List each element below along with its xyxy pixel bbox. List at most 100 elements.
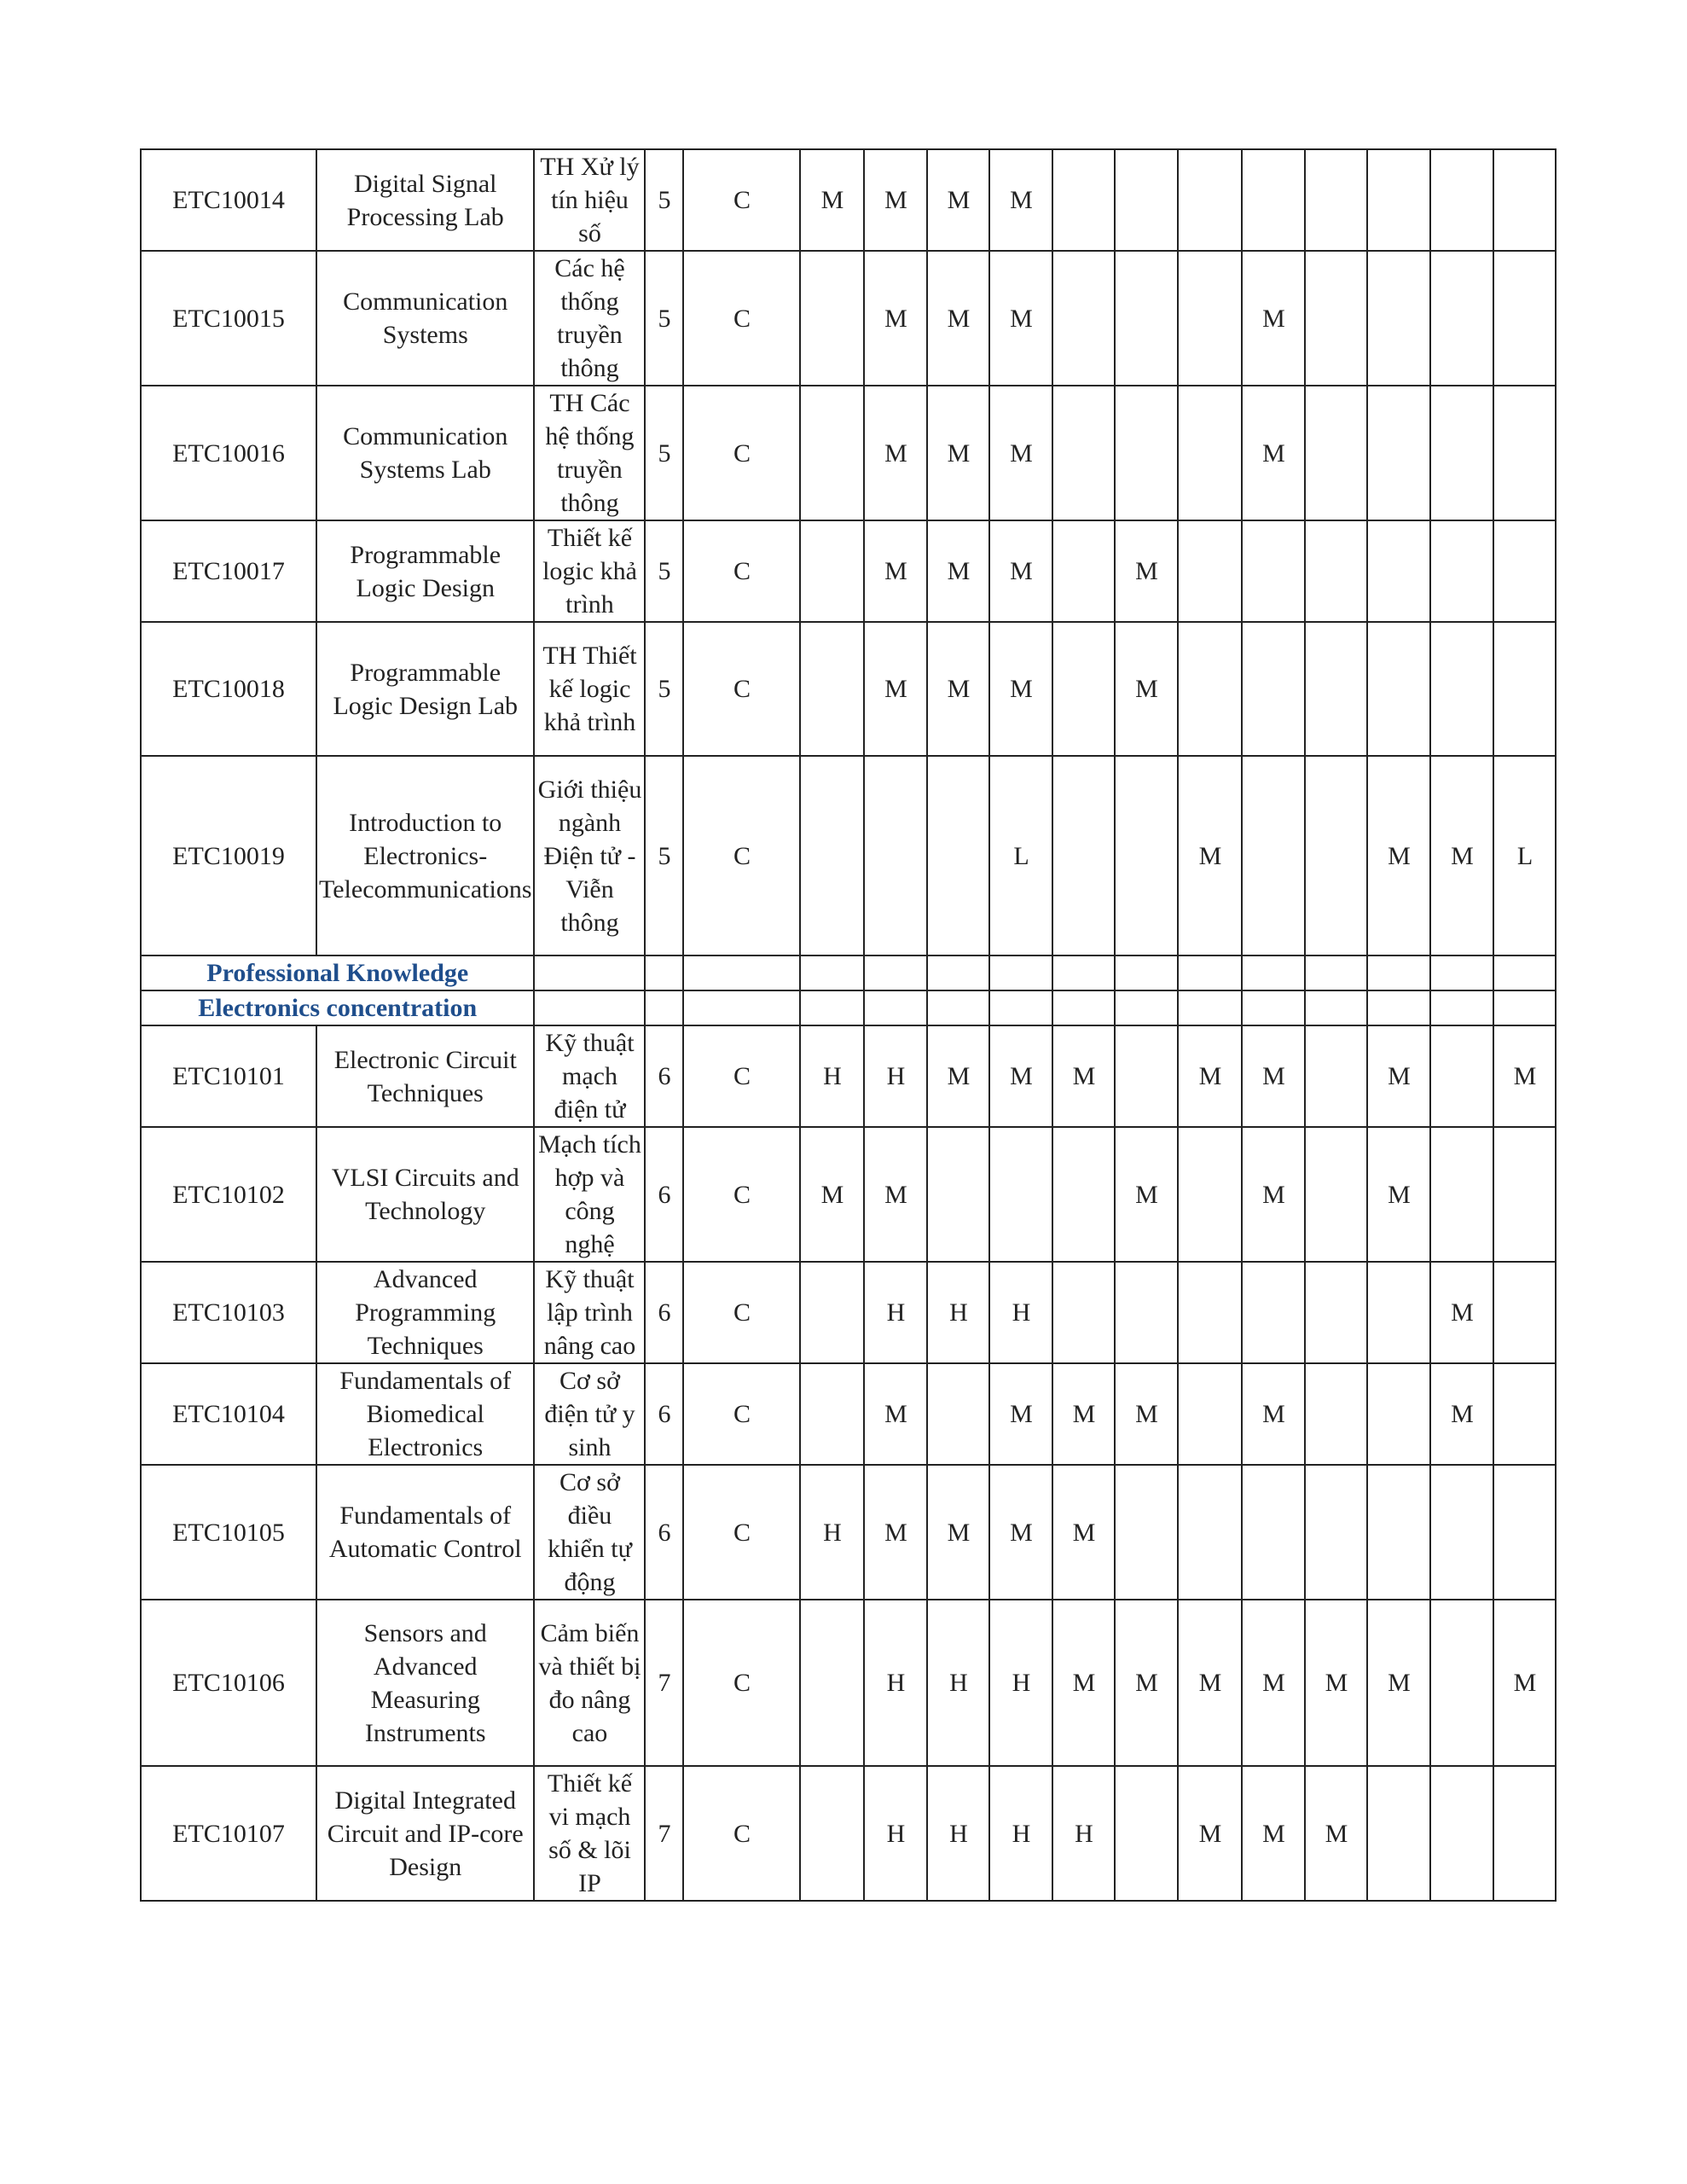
- outcome-level-11: [1429, 621, 1495, 757]
- outcome-level-5: M: [1052, 1599, 1116, 1767]
- empty-cell: [1114, 955, 1180, 991]
- outcome-level-3: H: [926, 1261, 991, 1364]
- outcome-level-4: M: [988, 621, 1054, 757]
- empty-cell: [926, 955, 991, 991]
- outcome-level-11: [1429, 1464, 1495, 1600]
- outcome-level-9: [1304, 1025, 1369, 1128]
- outcome-level-11: [1429, 1126, 1495, 1263]
- empty-cell: [1052, 955, 1116, 991]
- outcome-level-4: [988, 1126, 1054, 1263]
- outcome-level-4: M: [988, 250, 1054, 386]
- outcome-level-2: M: [863, 148, 929, 252]
- course-code: ETC10106: [140, 1599, 317, 1767]
- outcome-level-8: M: [1241, 1362, 1307, 1466]
- outcome-level-11: [1429, 250, 1495, 386]
- empty-cell: [799, 955, 866, 991]
- semester: 7: [644, 1599, 685, 1767]
- course-category: C: [682, 385, 802, 521]
- section-heading: Electronics concentration: [139, 990, 536, 1026]
- outcome-level-3: [926, 1126, 991, 1263]
- outcome-level-10: M: [1366, 1126, 1432, 1263]
- outcome-level-6: M: [1114, 1362, 1180, 1466]
- outcome-level-3: H: [926, 1599, 991, 1767]
- course-category: C: [682, 1765, 802, 1902]
- outcome-level-9: [1304, 621, 1369, 757]
- outcome-level-9: [1304, 1126, 1369, 1263]
- outcome-level-12: [1493, 520, 1557, 623]
- outcome-level-6: [1114, 250, 1180, 386]
- outcome-level-1: H: [799, 1025, 866, 1128]
- empty-cell: [1366, 990, 1432, 1026]
- empty-cell: [988, 955, 1054, 991]
- outcome-level-1: [799, 1765, 866, 1902]
- outcome-level-4: M: [988, 1362, 1054, 1466]
- outcome-level-1: [799, 1362, 866, 1466]
- outcome-level-9: [1304, 1464, 1369, 1600]
- outcome-level-7: [1177, 621, 1244, 757]
- outcome-level-12: [1493, 621, 1557, 757]
- course-outcome-matrix-table: ETC10014 Digital Signal Processing Lab TH …: [139, 148, 1557, 1902]
- outcome-level-6: [1114, 755, 1180, 956]
- course-category: C: [682, 1126, 802, 1263]
- course-category: C: [682, 1025, 802, 1128]
- outcome-level-9: [1304, 250, 1369, 386]
- outcome-level-3: M: [926, 1025, 991, 1128]
- table-row: ETC10105 Fundamentals of Automatic Contro…: [140, 1464, 1557, 1600]
- outcome-level-5: M: [1052, 1464, 1116, 1600]
- semester: 5: [644, 148, 685, 252]
- outcome-level-10: M: [1366, 1025, 1432, 1128]
- empty-cell: [1241, 990, 1307, 1026]
- empty-cell: [863, 955, 929, 991]
- outcome-level-10: [1366, 385, 1432, 521]
- outcome-level-1: [799, 250, 866, 386]
- outcome-level-1: [799, 621, 866, 757]
- outcome-level-10: [1366, 148, 1432, 252]
- outcome-level-8: [1241, 520, 1307, 623]
- outcome-level-11: [1429, 385, 1495, 521]
- empty-cell: [1241, 955, 1307, 991]
- semester: 6: [644, 1126, 685, 1263]
- course-category: C: [682, 1362, 802, 1466]
- outcome-level-8: [1241, 1464, 1307, 1600]
- outcome-level-2: M: [863, 520, 929, 623]
- outcome-level-7: [1177, 385, 1244, 521]
- outcome-level-12: [1493, 1464, 1557, 1600]
- empty-cell: [988, 990, 1054, 1026]
- course-name-vi: Kỹ thuật lập trình nâng cao: [533, 1261, 646, 1364]
- course-category: C: [682, 250, 802, 386]
- outcome-level-7: [1177, 1362, 1244, 1466]
- empty-cell: [1429, 990, 1495, 1026]
- outcome-level-10: [1366, 1362, 1432, 1466]
- outcome-level-4: M: [988, 1464, 1054, 1600]
- table-row: ETC10015 Communication Systems Các hệ thốn…: [140, 250, 1557, 386]
- outcome-level-1: [799, 520, 866, 623]
- outcome-level-9: [1304, 520, 1369, 623]
- empty-cell: [1052, 990, 1116, 1026]
- course-name-vi: Cơ sở điều khiển tự động: [533, 1464, 646, 1600]
- outcome-level-5: [1052, 148, 1116, 252]
- outcome-level-7: [1177, 1261, 1244, 1364]
- outcome-level-8: M: [1241, 1765, 1307, 1902]
- semester: 5: [644, 250, 685, 386]
- outcome-level-10: [1366, 520, 1432, 623]
- table-row: ETC10019 Introduction to Electronics-Tele…: [140, 755, 1557, 956]
- course-name-vi: Cơ sở điện tử y sinh: [533, 1362, 646, 1466]
- outcome-level-8: M: [1241, 250, 1307, 386]
- course-code: ETC10107: [140, 1765, 317, 1902]
- outcome-level-3: [926, 755, 991, 956]
- outcome-level-3: H: [926, 1765, 991, 1902]
- outcome-level-12: [1493, 1261, 1557, 1364]
- empty-cell: [1366, 955, 1432, 991]
- outcome-level-11: M: [1429, 1362, 1495, 1466]
- outcome-level-8: M: [1241, 1126, 1307, 1263]
- outcome-level-6: M: [1114, 520, 1180, 623]
- section-row: Professional Knowledge: [139, 955, 1557, 991]
- outcome-level-1: M: [799, 1126, 866, 1263]
- outcome-level-8: [1241, 621, 1307, 757]
- empty-cell: [644, 990, 685, 1026]
- course-code: ETC10018: [140, 621, 317, 757]
- course-code: ETC10102: [140, 1126, 317, 1263]
- outcome-level-1: M: [799, 148, 866, 252]
- outcome-level-12: [1493, 1362, 1557, 1466]
- semester: 5: [644, 385, 685, 521]
